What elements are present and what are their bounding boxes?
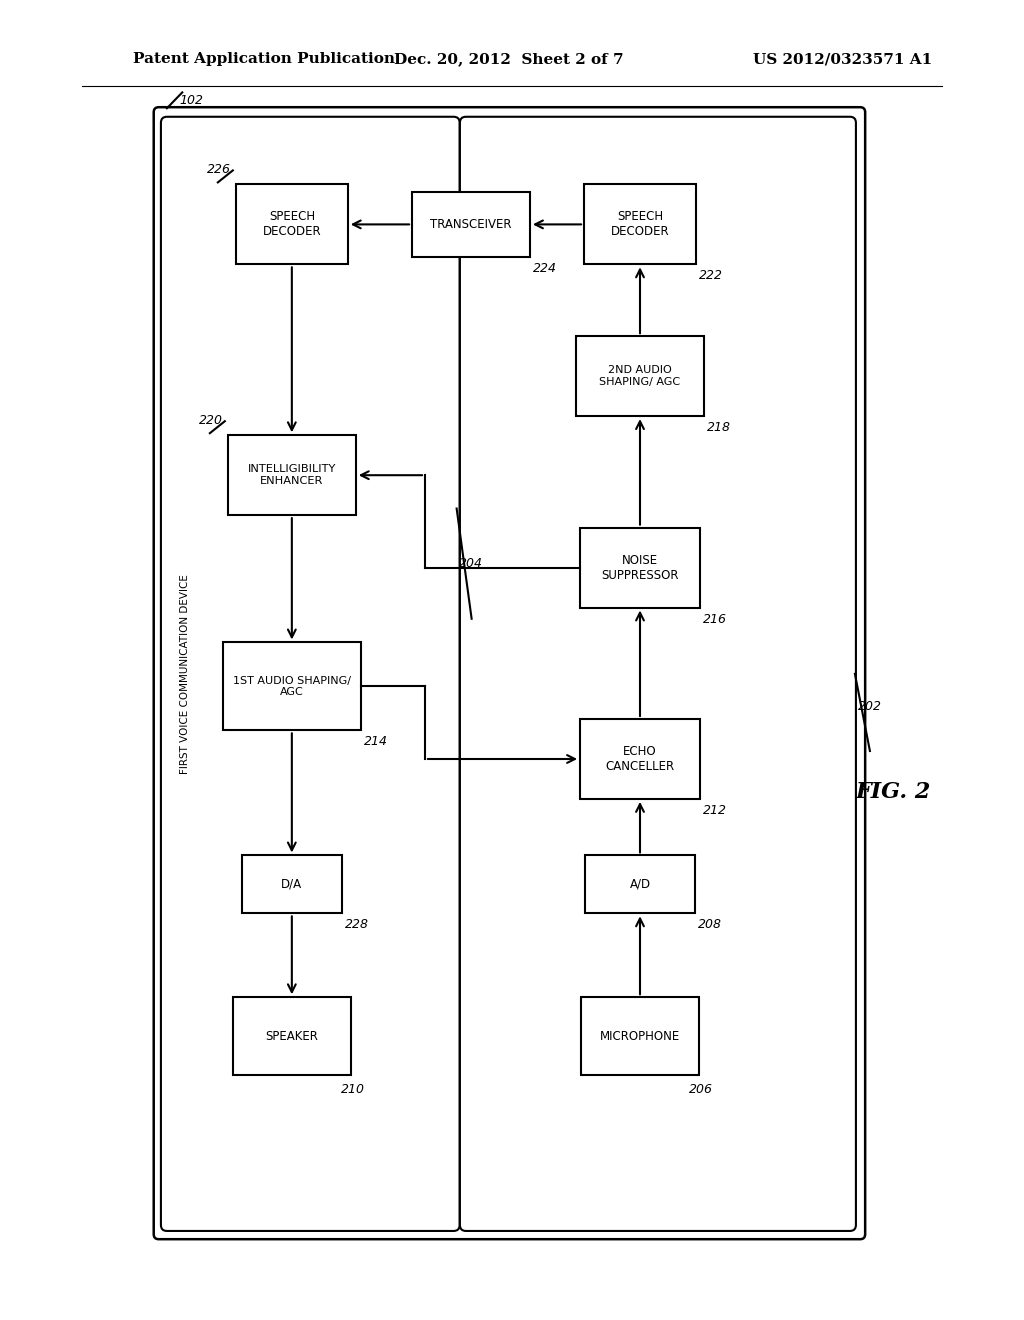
- Text: 202: 202: [858, 701, 882, 713]
- Text: Dec. 20, 2012  Sheet 2 of 7: Dec. 20, 2012 Sheet 2 of 7: [394, 53, 624, 66]
- Bar: [232, 997, 351, 1076]
- Text: SPEAKER: SPEAKER: [265, 1030, 318, 1043]
- Text: 226: 226: [207, 164, 230, 177]
- Text: FIG. 2: FIG. 2: [855, 781, 931, 803]
- Text: MICROPHONE: MICROPHONE: [600, 1030, 680, 1043]
- Text: D/A: D/A: [282, 878, 302, 891]
- Text: 204: 204: [459, 557, 482, 570]
- FancyBboxPatch shape: [154, 107, 865, 1239]
- Text: 214: 214: [364, 735, 388, 748]
- Text: 102: 102: [179, 94, 203, 107]
- Text: A/D: A/D: [630, 878, 650, 891]
- Bar: [585, 855, 695, 913]
- Text: 212: 212: [703, 804, 727, 817]
- Bar: [575, 337, 705, 416]
- Text: Patent Application Publication: Patent Application Publication: [133, 53, 395, 66]
- Text: 206: 206: [689, 1084, 713, 1096]
- FancyBboxPatch shape: [460, 116, 856, 1232]
- Text: 208: 208: [698, 919, 722, 932]
- Text: ECHO
CANCELLER: ECHO CANCELLER: [605, 744, 675, 774]
- Text: SPEECH
DECODER: SPEECH DECODER: [610, 210, 670, 239]
- Bar: [584, 185, 696, 264]
- Text: 216: 216: [703, 612, 727, 626]
- Text: 222: 222: [699, 269, 723, 282]
- Text: US 2012/0323571 A1: US 2012/0323571 A1: [753, 53, 932, 66]
- FancyBboxPatch shape: [161, 116, 460, 1232]
- Text: SPEECH
DECODER: SPEECH DECODER: [262, 210, 322, 239]
- Bar: [580, 528, 700, 607]
- Bar: [236, 185, 348, 264]
- Text: TRANSCEIVER: TRANSCEIVER: [430, 218, 512, 231]
- Text: 210: 210: [341, 1084, 365, 1096]
- Bar: [223, 643, 360, 730]
- Text: 228: 228: [345, 919, 369, 932]
- Bar: [412, 191, 530, 257]
- Bar: [242, 855, 342, 913]
- Text: 1ST AUDIO SHAPING/
AGC: 1ST AUDIO SHAPING/ AGC: [232, 676, 351, 697]
- Text: 2ND AUDIO
SHAPING/ AGC: 2ND AUDIO SHAPING/ AGC: [599, 366, 681, 387]
- Text: FIRST VOICE COMMUNICATION DEVICE: FIRST VOICE COMMUNICATION DEVICE: [180, 574, 189, 774]
- Text: 220: 220: [199, 414, 223, 428]
- Bar: [227, 436, 356, 515]
- Bar: [581, 997, 699, 1076]
- Text: INTELLIGIBILITY
ENHANCER: INTELLIGIBILITY ENHANCER: [248, 465, 336, 486]
- Bar: [580, 719, 700, 799]
- Text: 218: 218: [707, 421, 731, 434]
- Text: NOISE
SUPPRESSOR: NOISE SUPPRESSOR: [601, 553, 679, 582]
- Text: 224: 224: [534, 261, 557, 275]
